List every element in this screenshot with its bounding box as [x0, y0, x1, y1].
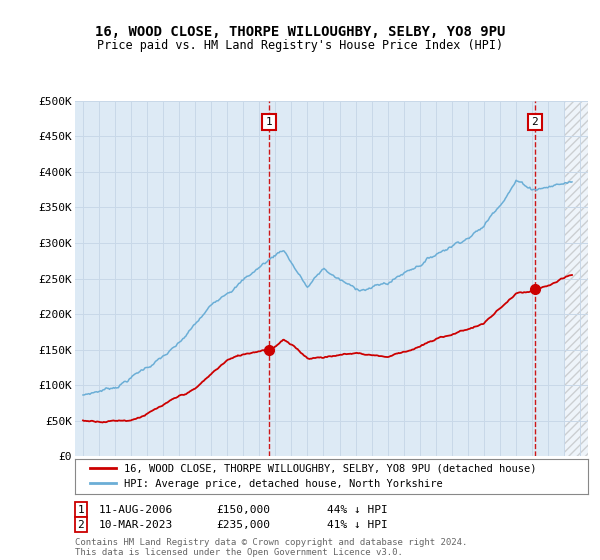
Text: 11-AUG-2006: 11-AUG-2006 — [99, 505, 173, 515]
Text: 16, WOOD CLOSE, THORPE WILLOUGHBY, SELBY, YO8 9PU: 16, WOOD CLOSE, THORPE WILLOUGHBY, SELBY… — [95, 26, 505, 39]
Polygon shape — [564, 101, 588, 456]
Text: 41% ↓ HPI: 41% ↓ HPI — [327, 520, 388, 530]
Text: 10-MAR-2023: 10-MAR-2023 — [99, 520, 173, 530]
Text: 44% ↓ HPI: 44% ↓ HPI — [327, 505, 388, 515]
Text: £150,000: £150,000 — [216, 505, 270, 515]
Legend: 16, WOOD CLOSE, THORPE WILLOUGHBY, SELBY, YO8 9PU (detached house), HPI: Average: 16, WOOD CLOSE, THORPE WILLOUGHBY, SELBY… — [85, 460, 541, 493]
Text: 2: 2 — [77, 520, 85, 530]
Text: 2: 2 — [532, 117, 538, 127]
Text: 1: 1 — [77, 505, 85, 515]
Text: Contains HM Land Registry data © Crown copyright and database right 2024.
This d: Contains HM Land Registry data © Crown c… — [75, 538, 467, 557]
Text: 1: 1 — [266, 117, 272, 127]
Text: £235,000: £235,000 — [216, 520, 270, 530]
Text: Price paid vs. HM Land Registry's House Price Index (HPI): Price paid vs. HM Land Registry's House … — [97, 39, 503, 53]
